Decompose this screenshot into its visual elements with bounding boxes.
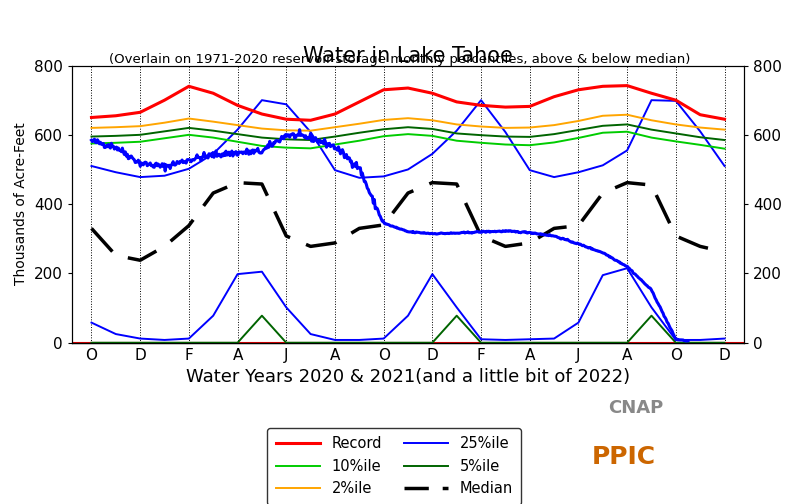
Text: (Overlain on 1971-2020 reservoir-storage monthly percentiles, above & below medi: (Overlain on 1971-2020 reservoir-storage…	[110, 53, 690, 66]
Y-axis label: Thousands of Acre-Feet: Thousands of Acre-Feet	[14, 123, 29, 285]
Legend: Record, 10%ile, 2%ile, 25%ile, 5%ile, Median: Record, 10%ile, 2%ile, 25%ile, 5%ile, Me…	[267, 427, 522, 504]
Text: CNAP: CNAP	[608, 399, 663, 417]
Title: Water in Lake Tahoe: Water in Lake Tahoe	[303, 45, 513, 66]
Text: PPIC: PPIC	[592, 445, 656, 469]
X-axis label: Water Years 2020 & 2021(and a little bit of 2022): Water Years 2020 & 2021(and a little bit…	[186, 368, 630, 386]
